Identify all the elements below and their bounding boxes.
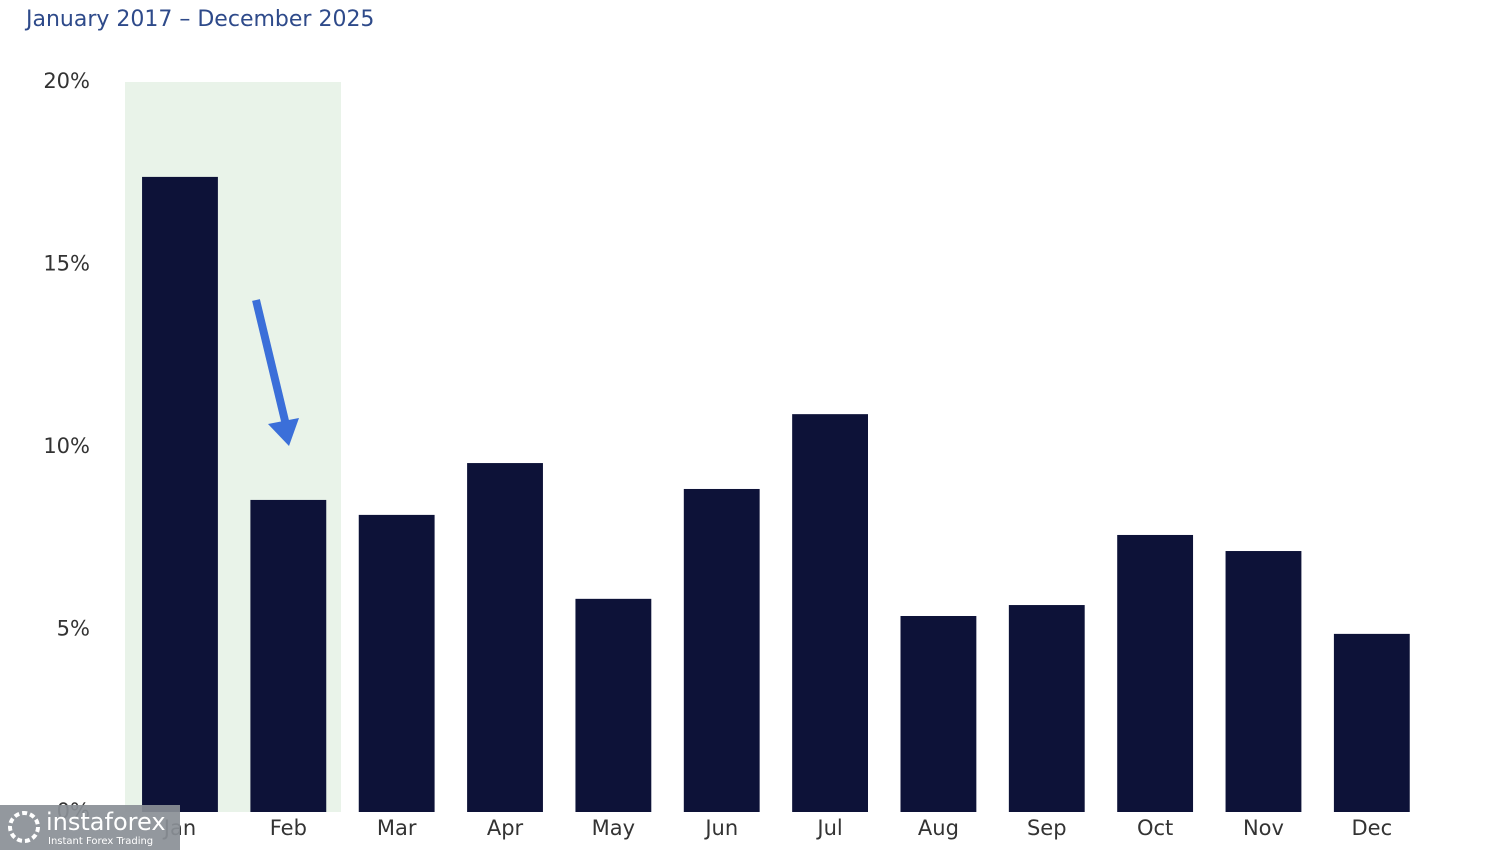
bar — [250, 499, 327, 812]
bar — [467, 463, 543, 812]
y-tick-label: 10% — [43, 434, 90, 458]
x-tick-label: Jul — [815, 816, 842, 840]
bar — [1225, 551, 1302, 812]
x-tick-label: May — [592, 816, 635, 840]
x-tick-label: Oct — [1137, 816, 1173, 840]
bar — [683, 488, 760, 812]
y-tick-label: 5% — [57, 617, 90, 641]
bar — [142, 176, 218, 812]
bar — [358, 514, 435, 812]
bar — [900, 615, 977, 812]
y-tick-label: 20% — [43, 69, 90, 93]
bar — [1333, 633, 1410, 812]
x-tick-label: Feb — [270, 816, 307, 840]
x-tick-label: Apr — [487, 816, 524, 840]
subtitle: January 2017 – December 2025 — [24, 7, 374, 32]
arrow-head — [268, 418, 299, 446]
watermark-tagline: Instant Forex Trading — [48, 836, 153, 847]
watermark-box — [0, 805, 180, 850]
arrow — [252, 299, 290, 426]
watermark-logo — [8, 811, 40, 843]
bar — [1117, 534, 1194, 812]
bar — [1008, 605, 1085, 812]
x-tick-label: Sep — [1027, 816, 1067, 840]
x-tick-label: Jun — [703, 816, 738, 840]
bar — [792, 414, 868, 812]
watermark-brand: instaforex — [46, 808, 166, 836]
x-tick-label: Nov — [1243, 816, 1284, 840]
y-tick-label: 15% — [43, 252, 90, 276]
x-tick-label: Mar — [377, 816, 417, 840]
x-tick-label: Aug — [918, 816, 959, 840]
x-tick-label: Dec — [1352, 816, 1393, 840]
bar — [575, 598, 652, 812]
